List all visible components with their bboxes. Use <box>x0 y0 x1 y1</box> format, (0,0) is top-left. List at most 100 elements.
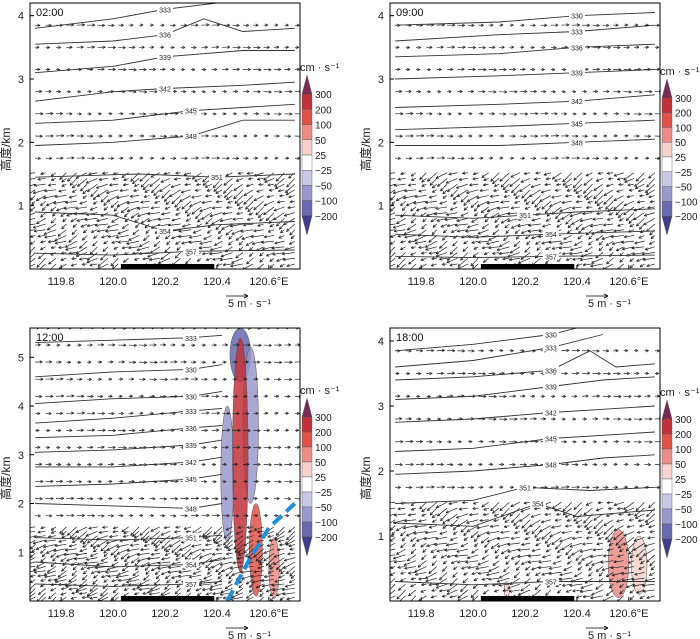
wind-vector <box>147 557 160 560</box>
wind-vector-head <box>572 589 576 593</box>
wind-vector-head <box>586 196 590 200</box>
wind-vector-head <box>473 246 477 250</box>
wind-vector <box>63 552 77 556</box>
wind-vector <box>171 574 181 579</box>
wind-vector <box>221 223 233 230</box>
wind-vector <box>396 548 406 555</box>
wind-vector-head <box>470 594 474 598</box>
wind-vector-head <box>504 555 508 560</box>
wind-vector <box>504 519 510 523</box>
wind-vector-head <box>111 411 115 416</box>
wind-vector <box>633 206 645 212</box>
wind-vector <box>439 531 448 535</box>
wind-vector-head <box>543 23 548 27</box>
wind-vector-head <box>141 45 145 49</box>
wind-vector <box>406 200 417 207</box>
wind-vector <box>184 183 192 186</box>
wind-vector <box>462 172 468 174</box>
wind-vector-head <box>247 45 251 50</box>
wind-vector <box>525 531 531 535</box>
wind-vector <box>132 587 140 590</box>
wind-vector-head <box>132 587 136 591</box>
wind-vector <box>253 548 264 558</box>
wind-vector-head <box>46 428 50 433</box>
wind-vector-head <box>30 234 34 238</box>
wind-vector <box>565 589 572 593</box>
wind-vector-head <box>296 67 300 72</box>
wind-vector-head <box>129 543 134 547</box>
wind-vector <box>408 513 417 516</box>
wind-vector-head <box>561 216 565 220</box>
wind-vector <box>284 212 295 217</box>
wind-vector <box>579 548 593 553</box>
wind-vector <box>171 544 181 553</box>
wind-vector-head <box>147 590 151 594</box>
wind-vector <box>70 263 77 267</box>
wind-vector <box>551 525 562 528</box>
wind-vector <box>149 178 161 187</box>
wind-vector <box>470 531 479 538</box>
colorbar-tick-label: −50 <box>315 503 332 514</box>
wind-vector <box>606 589 614 596</box>
wind-vector-head <box>384 178 387 181</box>
wind-vector-head <box>254 514 258 518</box>
wind-vector-head <box>494 589 498 593</box>
wind-vector <box>120 206 129 214</box>
wind-vector-head <box>90 553 94 557</box>
wind-vector <box>140 218 150 224</box>
wind-vector <box>30 583 36 590</box>
wind-vector-head <box>403 562 407 566</box>
wind-vector <box>132 178 140 184</box>
wind-vector-head <box>130 134 134 138</box>
wind-vector-head <box>182 45 186 50</box>
colorbar-swatch <box>301 74 313 95</box>
wind-vector-head <box>50 111 54 116</box>
wind-vector <box>436 217 448 222</box>
wind-vector <box>531 566 541 570</box>
isentrope-label: 345 <box>185 477 197 484</box>
wind-vector-head <box>138 244 143 248</box>
wind-vector <box>247 552 254 559</box>
wind-vector-head <box>645 522 649 526</box>
wind-vector-head <box>100 199 104 203</box>
wind-vector-head <box>286 597 290 601</box>
wind-vector <box>103 579 109 583</box>
wind-vector-head <box>556 182 560 187</box>
wind-vector-head <box>268 463 272 467</box>
wind-vector-head <box>490 178 494 182</box>
wind-vector <box>449 246 458 255</box>
wind-vector-head <box>250 235 254 239</box>
wind-vector <box>425 240 437 248</box>
wind-vector-head <box>481 577 485 581</box>
wind-vector <box>102 526 108 528</box>
wind-vector-head <box>86 540 91 544</box>
wind-vector-head <box>110 462 114 466</box>
wind-vector <box>613 531 624 541</box>
wind-vector-head <box>92 545 97 550</box>
wind-vector <box>555 542 562 550</box>
wind-vector <box>240 229 254 232</box>
wind-vector <box>404 189 416 192</box>
wind-vector <box>414 235 427 242</box>
wind-vector-head <box>492 45 496 50</box>
wind-vector <box>607 548 614 551</box>
wind-vector <box>89 583 98 592</box>
wind-vector-head <box>142 377 146 381</box>
isentrope-label: 339 <box>571 71 583 78</box>
wind-vector-head <box>649 563 653 567</box>
wind-vector-head <box>428 525 433 529</box>
wind-vector <box>273 552 285 558</box>
wind-vector <box>134 257 140 261</box>
wind-vector-head <box>396 264 400 268</box>
wind-vector <box>606 257 614 265</box>
wind-vector <box>174 548 181 556</box>
wind-vector-head <box>567 561 571 565</box>
wind-vector <box>390 566 396 569</box>
wind-vector <box>622 577 635 582</box>
wind-vector <box>40 212 46 218</box>
wind-vector <box>406 554 417 562</box>
wind-vector <box>575 554 583 561</box>
wind-vector-head <box>440 45 444 49</box>
wind-vector-head <box>525 567 529 571</box>
